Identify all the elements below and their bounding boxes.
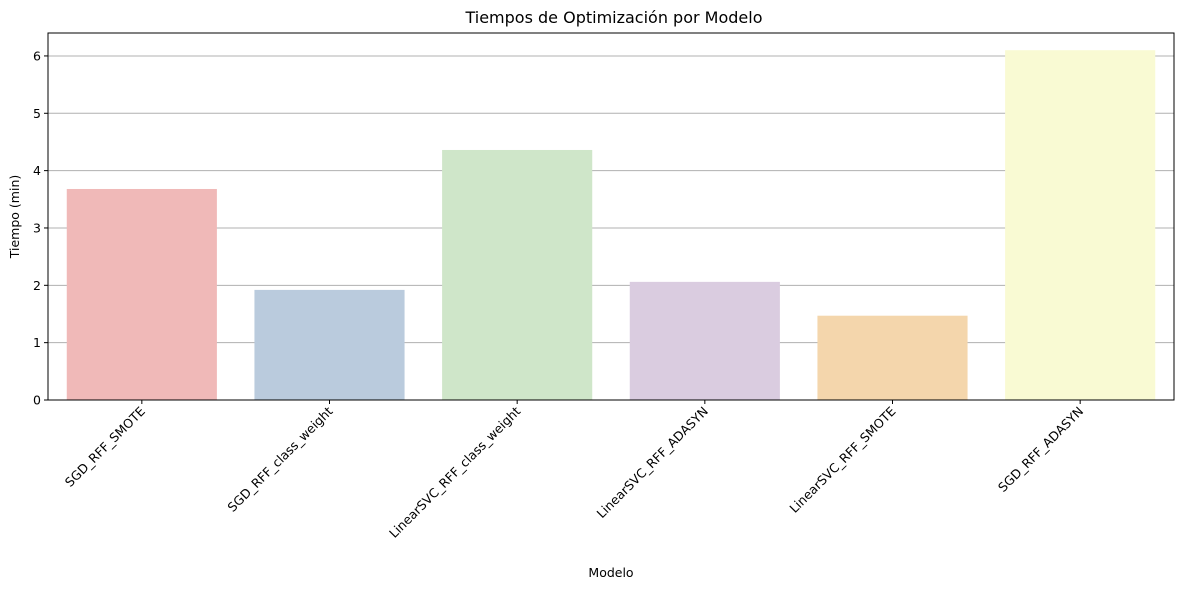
- x-tick-label: SGD_RFF_class_weight: [224, 403, 335, 514]
- chart-title: Tiempos de Optimización por Modelo: [464, 8, 762, 27]
- y-tick-label: 5: [33, 106, 41, 121]
- x-axis-label: Modelo: [588, 565, 633, 580]
- x-axis-ticks: SGD_RFF_SMOTE SGD_RFF_class_weight LinearS…: [62, 400, 1086, 541]
- x-tick-label: SGD_RFF_ADASYN: [995, 404, 1086, 495]
- y-tick-label: 0: [33, 393, 41, 408]
- y-tick-label: 3: [33, 220, 41, 235]
- bar-LinearSVC_RFF_SMOTE: [817, 315, 968, 400]
- y-tick-label: 2: [33, 278, 41, 293]
- x-tick-label: LinearSVC_RFF_class_weight: [386, 403, 523, 540]
- x-tick-label: LinearSVC_RFF_SMOTE: [786, 403, 898, 515]
- bar-LinearSVC_RFF_class_weight: [442, 149, 593, 400]
- y-tick-label: 4: [33, 163, 41, 178]
- bar-SGD_RFF_SMOTE: [66, 188, 217, 400]
- x-tick-label: SGD_RFF_SMOTE: [62, 403, 148, 489]
- bar-LinearSVC_RFF_ADASYN: [629, 281, 780, 400]
- bar-SGD_RFF_class_weight: [254, 289, 405, 400]
- y-axis-label: Tiempo (min): [7, 175, 22, 259]
- y-tick-label: 6: [33, 48, 41, 63]
- bar-SGD_RFF_ADASYN: [1005, 50, 1156, 400]
- y-axis-ticks: 0 1 2 3 4 5 6: [33, 48, 48, 408]
- y-tick-label: 1: [33, 335, 41, 350]
- grid-lines: [48, 55, 1174, 401]
- plot-frame: [47, 32, 1175, 401]
- bars: [66, 50, 1156, 400]
- x-tick-label: LinearSVC_RFF_ADASYN: [594, 404, 711, 521]
